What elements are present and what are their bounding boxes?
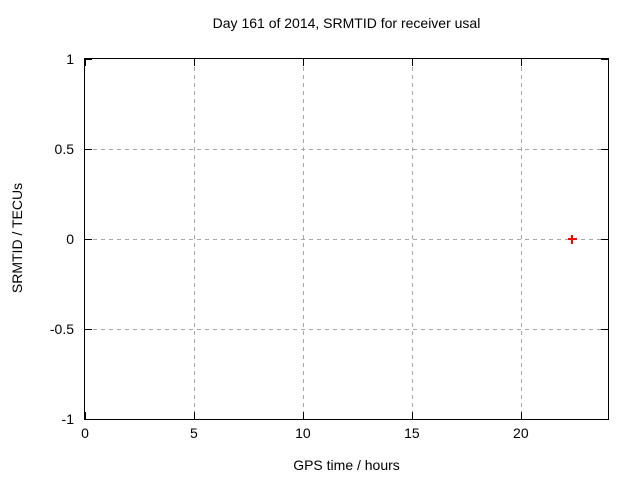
y-tick-label: 0 bbox=[66, 231, 74, 247]
y-tick-mark bbox=[85, 239, 92, 240]
y-tick-mark bbox=[85, 419, 92, 420]
y-tick-mark-right bbox=[601, 239, 608, 240]
x-tick-label: 5 bbox=[190, 425, 198, 441]
y-gridline bbox=[85, 149, 608, 150]
data-point-marker bbox=[567, 234, 577, 244]
x-tick-mark bbox=[85, 412, 86, 419]
x-tick-label: 10 bbox=[295, 425, 311, 441]
y-gridline bbox=[85, 329, 608, 330]
y-tick-label: -1 bbox=[61, 411, 74, 427]
x-tick-label: 15 bbox=[404, 425, 420, 441]
x-tick-mark bbox=[302, 412, 304, 419]
x-tick-mark bbox=[520, 412, 522, 419]
x-tick-mark bbox=[411, 412, 413, 419]
x-tick-mark-top bbox=[193, 59, 195, 66]
x-tick-mark-top bbox=[520, 59, 522, 66]
chart-title: Day 161 of 2014, SRMTID for receiver usa… bbox=[212, 15, 481, 31]
x-tick-label: 0 bbox=[81, 425, 89, 441]
y-tick-mark bbox=[85, 59, 92, 60]
y-tick-label: 0.5 bbox=[54, 141, 74, 157]
x-tick-mark-top bbox=[411, 59, 413, 66]
y-tick-mark-right bbox=[601, 149, 608, 150]
y-tick-mark bbox=[85, 329, 92, 330]
x-tick-mark-top bbox=[85, 59, 86, 66]
y-tick-mark bbox=[85, 149, 92, 150]
y-tick-label: -0.5 bbox=[49, 321, 74, 337]
y-tick-mark-right bbox=[601, 59, 608, 60]
y-tick-mark-right bbox=[601, 329, 608, 330]
plot-area bbox=[84, 58, 609, 420]
y-tick-mark-right bbox=[601, 419, 608, 420]
x-tick-label: 20 bbox=[513, 425, 529, 441]
y-tick-label: 1 bbox=[66, 51, 74, 67]
x-tick-mark-top bbox=[302, 59, 304, 66]
x-axis-label: GPS time / hours bbox=[293, 457, 400, 473]
y-gridline bbox=[85, 239, 608, 240]
x-tick-mark bbox=[193, 412, 195, 419]
